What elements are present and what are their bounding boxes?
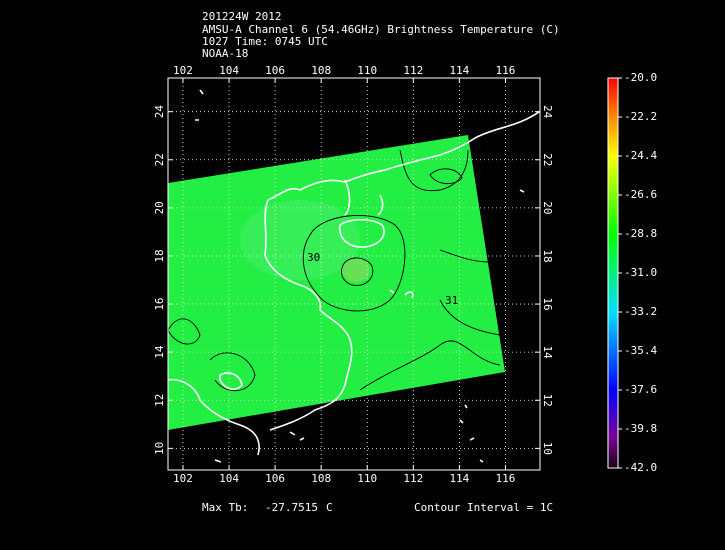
lon-label: 110	[357, 472, 377, 485]
lat-label: 16	[153, 297, 166, 310]
contour-label: 31	[445, 294, 458, 307]
colorbar-label: -31.0	[624, 266, 657, 279]
lat-label: 12	[541, 394, 554, 407]
lat-label: 18	[153, 249, 166, 262]
max-unit: C	[326, 501, 333, 514]
coastline	[267, 110, 540, 201]
contour-line	[439, 249, 491, 263]
coastline	[219, 372, 243, 390]
contour-line	[399, 149, 469, 192]
lon-label: 104	[219, 472, 239, 485]
coastlines	[168, 89, 540, 463]
map-area: 30 31	[168, 78, 540, 470]
lon-label: 106	[265, 472, 285, 485]
lon-label: 114	[449, 472, 469, 485]
coastline	[195, 89, 525, 463]
colorbar-label: -42.0	[624, 461, 657, 474]
contours	[168, 149, 501, 392]
colorbar-label: -22.2	[624, 110, 657, 123]
colorbar-label: -28.8	[624, 227, 657, 240]
max-label: Max Tb:	[202, 501, 248, 514]
contour-line	[439, 299, 501, 336]
colorbar-label: -26.6	[624, 188, 657, 201]
lat-label: 14	[541, 346, 554, 360]
coastline	[389, 289, 414, 299]
lat-label: 12	[153, 394, 166, 407]
lat-label: 18	[541, 249, 554, 262]
map-frame	[167, 77, 541, 471]
colorbar	[607, 77, 619, 469]
lat-label: 10	[153, 442, 166, 455]
header-line: 1027 Time: 0745 UTC	[202, 35, 328, 48]
lon-label: 116	[496, 472, 516, 485]
contour-line	[359, 340, 501, 391]
lat-label: 14	[153, 345, 166, 359]
lon-label: 102	[173, 64, 193, 77]
coastline	[264, 199, 353, 431]
colorbar-ticks: -20.0 -22.2 -24.4 -26.6 -28.8 -31.0 -33.2 -35.4…	[618, 71, 657, 474]
contour-line	[302, 214, 406, 312]
lon-label: 104	[219, 64, 239, 77]
lon-label: 110	[357, 64, 377, 77]
header-line: 201224W 2012	[202, 10, 281, 23]
lat-label: 20	[153, 201, 166, 214]
lon-label: 114	[449, 64, 469, 77]
lon-label: 112	[403, 64, 423, 77]
contour-label: 30	[307, 251, 320, 264]
max-value: -27.7515	[265, 501, 318, 514]
grid	[168, 78, 540, 470]
lon-label: 102	[173, 472, 193, 485]
colorbar-label: -39.8	[624, 422, 657, 435]
header-line: NOAA-18	[202, 47, 248, 60]
contour-line	[209, 352, 256, 392]
header: 201224W 2012 AMSU-A Channel 6 (54.46GHz)…	[202, 10, 560, 60]
lat-label: 24	[541, 105, 554, 119]
lat-label: 10	[541, 442, 554, 455]
coastline	[344, 179, 384, 216]
coastline	[168, 378, 260, 456]
header-line: AMSU-A Channel 6 (54.46GHz) Brightness T…	[202, 23, 560, 36]
lon-label: 108	[311, 472, 331, 485]
colorbar-label: -20.0	[624, 71, 657, 84]
axis-labels: 102 102 104 104 106 106 108 108 110 110 112 112 114 1…	[153, 64, 554, 485]
lon-label: 108	[311, 64, 331, 77]
lon-label: 116	[496, 64, 516, 77]
lat-label: 16	[541, 297, 554, 310]
colorbar-label: -37.6	[624, 383, 657, 396]
swath	[168, 135, 505, 430]
colorbar-label: -35.4	[624, 344, 657, 357]
lat-label: 20	[541, 201, 554, 214]
footer: Max Tb: -27.7515 C Contour Interval = 1C	[202, 501, 553, 514]
contour-line	[429, 168, 463, 185]
colorbar-label: -24.4	[624, 149, 657, 162]
lon-label: 106	[265, 64, 285, 77]
lat-label: 24	[153, 105, 166, 119]
contour-line	[168, 318, 201, 345]
lon-label: 112	[403, 472, 423, 485]
colorbar-label: -33.2	[624, 305, 657, 318]
coastline	[339, 218, 385, 248]
lat-label: 22	[541, 153, 554, 166]
contour-line	[341, 257, 374, 286]
lat-label: 22	[153, 153, 166, 166]
contour-interval: Contour Interval = 1C	[414, 501, 553, 514]
warm-core	[342, 258, 370, 282]
